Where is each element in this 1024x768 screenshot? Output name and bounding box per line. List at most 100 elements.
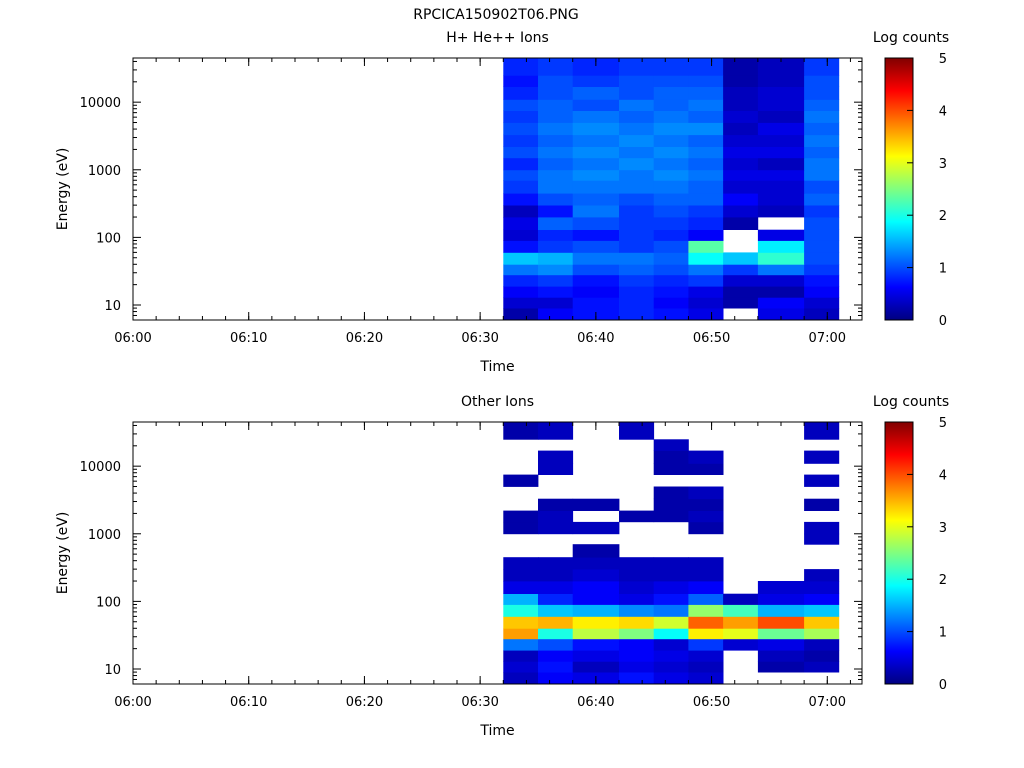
heatmap-cell [688,205,724,218]
heatmap-cell [619,510,655,523]
colorbar-tick-label: 4 [939,468,947,483]
heatmap-cell [688,498,724,511]
heatmap-cell [688,110,724,123]
heatmap-cell [804,99,840,111]
heatmap-cell [503,581,539,594]
heatmap-cell [804,521,840,535]
heatmap-cell [572,86,620,100]
heatmap-cell [653,134,689,147]
heatmap-cell [538,193,574,206]
heatmap-cell [503,638,539,651]
heatmap-cell [503,286,539,298]
heatmap-cell [538,498,574,511]
heatmap-cell [757,157,805,171]
heatmap-cell [653,58,689,76]
colorbar-tick-label: 5 [939,416,947,431]
heatmap-cell [619,616,655,629]
heatmap-cell [619,672,655,685]
colorbar-tick-label: 3 [939,521,947,536]
heatmap-cell [619,229,655,241]
heatmap-cell [503,628,539,640]
heatmap-cell [804,240,840,253]
heatmap-cell [538,86,574,100]
heatmap-cell [804,604,840,617]
heatmap-cell [572,274,620,287]
heatmap-cell [503,99,539,111]
heatmap-cell [653,297,689,309]
heatmap-cell [757,297,805,309]
heatmap-cell [653,638,689,651]
heatmap-cell [804,122,840,136]
heatmap-cell [688,661,724,673]
heatmap-cell [757,593,805,605]
heatmap-cell [503,240,539,253]
heatmap-cell [572,229,620,241]
heatmap-cell [688,217,724,230]
heatmap-cell [688,157,724,171]
heatmap-cell [619,650,655,662]
heatmap-cell [653,229,689,241]
heatmap-cell [688,616,724,629]
heatmap-cell [723,286,759,298]
heatmap-cell [572,593,620,605]
heatmap-cell [688,593,724,605]
heatmap-cell [688,264,724,276]
heatmap-cell [503,274,539,287]
heatmap-cell [688,450,724,464]
heatmap-cell [688,463,724,475]
heatmap-cell [723,75,759,87]
heatmap-cell [653,110,689,123]
heatmap-cell [503,557,539,570]
heatmap-cell [572,638,620,651]
heatmap-cell [538,593,574,605]
heatmap-cell [619,240,655,253]
colorbar [884,421,914,685]
heatmap-cell [538,581,574,594]
heatmap-cell [804,593,840,605]
heatmap-cell [619,193,655,206]
heatmap-cell [503,193,539,206]
heatmap-cell [688,510,724,523]
heatmap-cell [757,661,805,673]
colorbar [884,57,914,321]
heatmap-cell [619,146,655,159]
heatmap-cell [723,252,759,265]
heatmap-cell [653,193,689,206]
heatmap-cell [572,650,620,662]
heatmap-cell [723,157,759,171]
heatmap-cell [503,58,539,76]
heatmap-cell [503,650,539,662]
heatmap-cell [757,264,805,276]
heatmap-cell [503,308,539,321]
heatmap-cell [653,86,689,100]
heatmap-cell [757,604,805,617]
x-tick-label: 07:00 [809,695,846,710]
heatmap-cell [572,252,620,265]
heatmap-cell [688,86,724,100]
heatmap-cell [688,638,724,651]
heatmap-cell [619,122,655,136]
heatmap-cell [804,638,840,651]
heatmap-cell [804,498,840,511]
heatmap-cell [503,180,539,194]
plot-frame [132,421,863,685]
heatmap-cell [503,521,539,535]
heatmap-cell [653,99,689,111]
heatmap-cell [757,110,805,123]
heatmap-cell [572,604,620,617]
heatmap-cell [572,498,620,511]
heatmap-cell [757,134,805,147]
heatmap-cell [723,134,759,147]
heatmap-cells [503,422,840,685]
heatmap-cell [804,422,840,440]
heatmap-cell [572,122,620,136]
colorbar-tick-label: 2 [939,573,947,588]
colorbar-tick-label: 1 [939,262,947,277]
y-tick-label: 10 [104,299,121,314]
heatmap-cell [653,146,689,159]
plot-frame [132,57,863,321]
heatmap-cell [503,217,539,230]
heatmap-cell [538,169,574,181]
heatmap-cell [619,99,655,111]
x-tick-label: 06:30 [461,331,498,346]
